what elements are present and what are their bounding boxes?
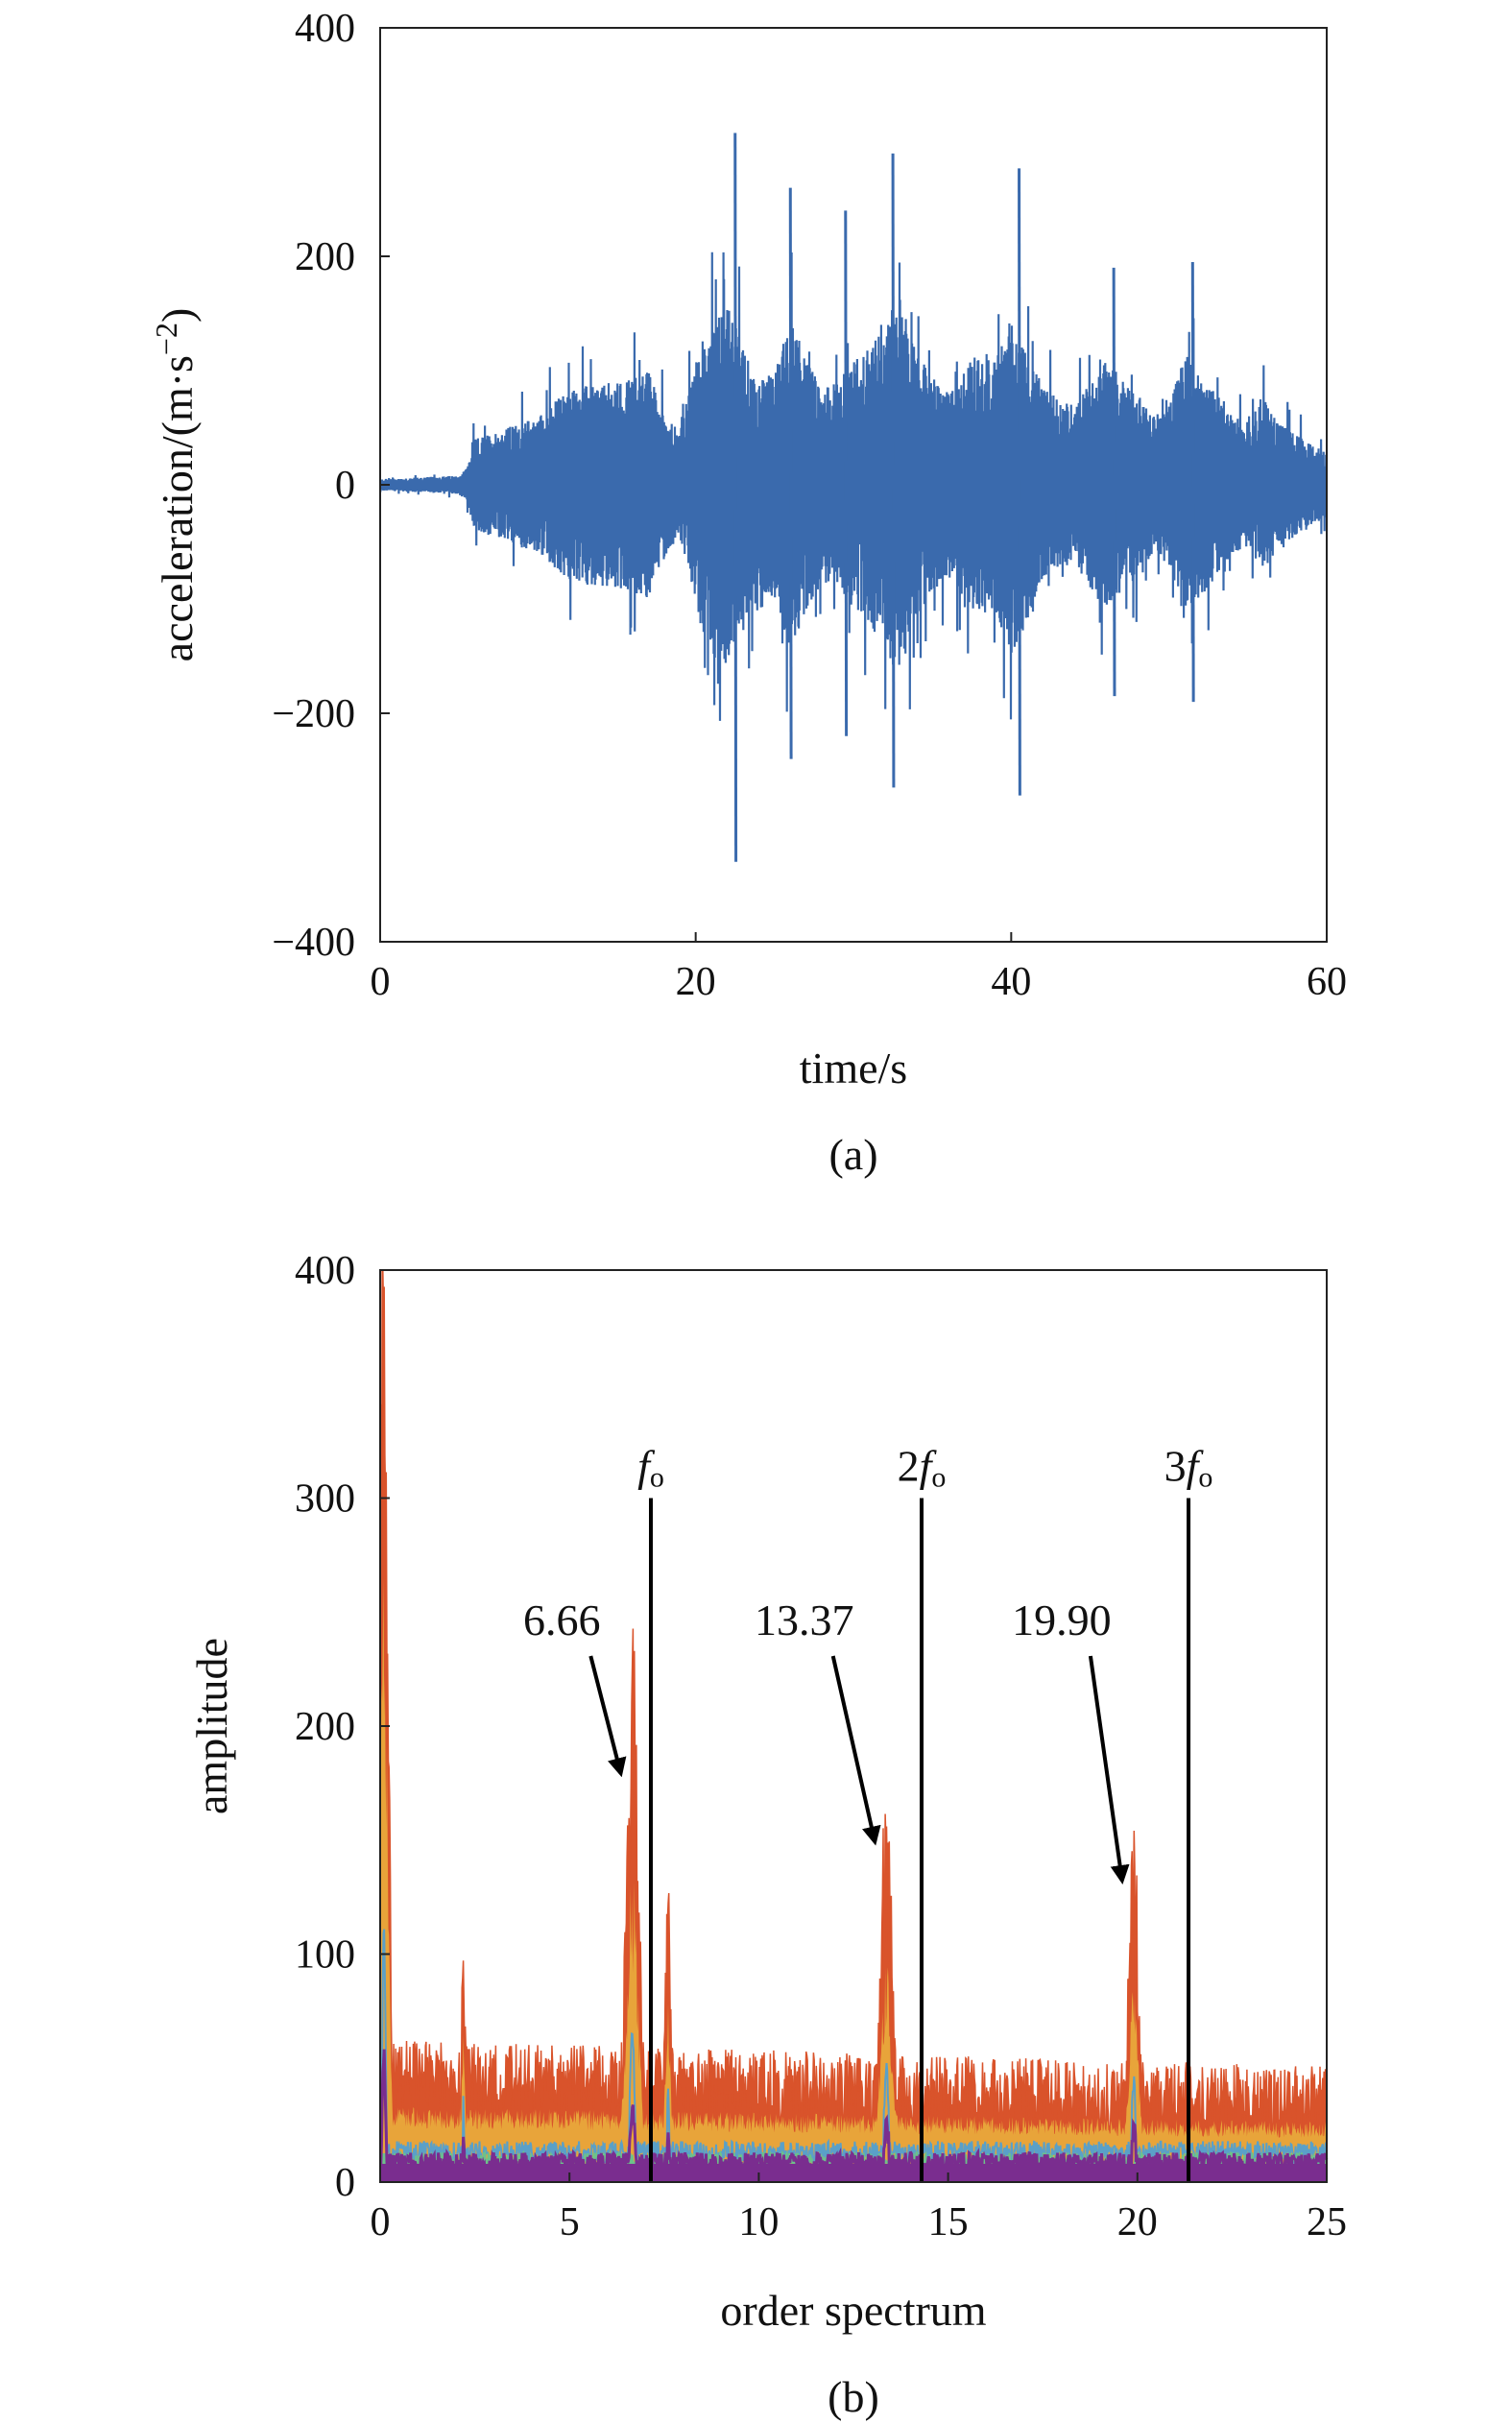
y-tick-label-a: −400 — [272, 921, 355, 965]
x-tick-label-a: 40 — [991, 960, 1031, 1004]
y-tick-label-a: 0 — [335, 464, 355, 508]
x-tick-label-a: 60 — [1307, 960, 1347, 1004]
acceleration-spike — [1112, 267, 1116, 697]
y-axis-label-a: acceleration/(m·s−2) — [149, 308, 202, 662]
y-tick-label-a: 200 — [295, 235, 355, 279]
spectrum-top-trace — [379, 1269, 1328, 2183]
peak-annotation-label: 13.37 — [755, 1596, 854, 1644]
acceleration-spike — [1190, 261, 1195, 703]
x-axis-label-b: order spectrum — [720, 2286, 986, 2335]
y-axis-label-a-sup: −2 — [149, 323, 183, 355]
peak-annotation-arrow — [830, 1655, 881, 1846]
harmonic-label: 3fo — [1164, 1442, 1213, 1494]
y-ticks-b: 0 100 200 300 400 — [295, 1249, 390, 2205]
x-ticks-b: 0 5 10 15 20 25 — [371, 2172, 1347, 2244]
peak-annotation-arrow — [588, 1655, 627, 1778]
harmonic-label: fo — [637, 1442, 664, 1494]
spectrum-series-purple — [378, 2049, 1329, 2177]
acceleration-spike — [891, 153, 896, 788]
chart-b: fo 2fo 3fo 6.66 13.37 19.90 0 5 10 15 20 25 0 100 2… — [187, 1249, 1347, 2421]
x-tick-label-b: 10 — [738, 2200, 779, 2244]
x-tick-label-b: 25 — [1307, 2200, 1347, 2244]
x-tick-label-a: 20 — [676, 960, 716, 1004]
panel-caption-a: (a) — [828, 1130, 877, 1179]
x-tick-label-a: 0 — [371, 960, 391, 1004]
x-tick-label-b: 5 — [560, 2200, 580, 2244]
x-tick-label-b: 15 — [928, 2200, 969, 2244]
y-axis-label-b: amplitude — [187, 1638, 236, 1814]
x-tick-label-b: 0 — [371, 2200, 391, 2244]
acceleration-series — [378, 132, 1329, 862]
peak-annotation-arrow — [1088, 1655, 1130, 1884]
peak-annotation-label: 19.90 — [1012, 1596, 1112, 1644]
acceleration-trace — [378, 252, 1329, 721]
peak-annotations: 6.66 13.37 19.90 — [523, 1596, 1130, 1884]
harmonic-label: 2fo — [898, 1442, 947, 1494]
y-tick-label-b: 0 — [335, 2161, 355, 2205]
acceleration-spike — [733, 132, 738, 862]
plot-frame-b — [379, 1269, 1328, 2183]
y-tick-label-a: 400 — [295, 7, 355, 51]
spectrum-floor — [380, 2164, 1327, 2182]
y-tick-label-b: 100 — [295, 1933, 355, 1978]
y-tick-label-b: 300 — [295, 1477, 355, 1522]
y-axis-label-a-close: ) — [153, 308, 202, 323]
y-tick-label-a: −200 — [272, 692, 355, 736]
y-axis-label-a-main: acceleration/(m·s — [153, 355, 202, 661]
panel-caption-b: (b) — [828, 2372, 879, 2421]
y-tick-label-b: 400 — [295, 1249, 355, 1293]
x-tick-label-b: 20 — [1117, 2200, 1158, 2244]
acceleration-spike — [788, 187, 793, 759]
harmonic-lines: fo 2fo 3fo — [637, 1442, 1213, 2182]
spectrum-fill-area — [380, 1577, 1327, 2182]
y-tick-label-b: 200 — [295, 1705, 355, 1749]
acceleration-spike — [844, 210, 849, 736]
chart-a: 0 20 40 60 −400 −200 0 200 400 time/s accelerat… — [149, 7, 1347, 1179]
x-axis-label-a: time/s — [800, 1044, 907, 1092]
spectrum-series — [378, 1269, 1329, 2183]
y-ticks-a: −400 −200 0 200 400 — [272, 7, 390, 965]
x-ticks-a: 0 20 40 60 — [371, 932, 1347, 1004]
peak-annotation-label: 6.66 — [523, 1596, 601, 1644]
